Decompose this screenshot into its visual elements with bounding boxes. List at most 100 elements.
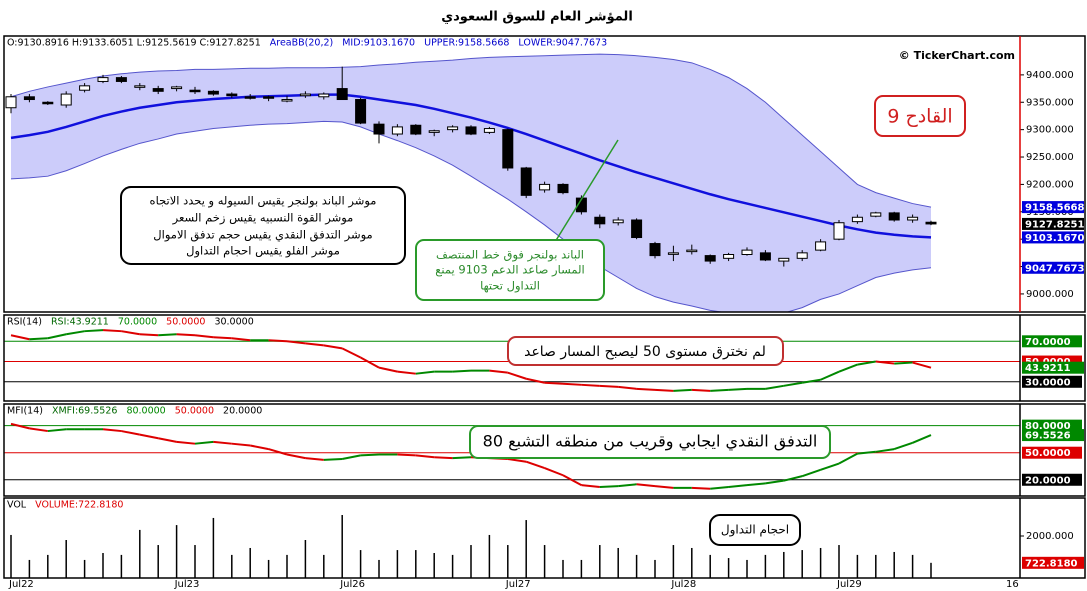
price-tag-label: 9103.1670 — [1025, 233, 1085, 244]
indicator-segment — [562, 474, 582, 487]
plot-area — [10, 515, 932, 578]
indicator-segment — [341, 347, 362, 359]
indicator-segment — [710, 485, 729, 490]
level-tag-label: 80.0000 — [1025, 421, 1071, 432]
indicator-segment — [286, 340, 306, 345]
indicator-segment — [581, 484, 600, 488]
candle-body — [704, 255, 716, 262]
indicator-segment — [452, 456, 472, 460]
level-tag-label: 30.0000 — [1025, 377, 1071, 388]
indicator-segment — [415, 454, 435, 459]
candle-body — [318, 93, 330, 98]
indicator-segment — [912, 434, 932, 444]
indicator-segment — [10, 334, 30, 341]
candle-body — [741, 249, 753, 256]
candle-body — [631, 219, 643, 239]
x-tick-label: Jul26 — [339, 579, 365, 590]
indicator-segment — [415, 370, 435, 375]
candle-body — [299, 93, 311, 97]
callout-text: موشر التدفق النقدي يقيس حجم تدفق الاموال — [153, 228, 372, 243]
indicator-segment — [507, 458, 527, 463]
indicator-segment — [139, 333, 159, 337]
legend-level: 70.0000 — [118, 317, 157, 328]
indicator-segment — [618, 483, 637, 488]
indicator-segment — [710, 388, 729, 392]
indicator-segment — [801, 468, 821, 478]
price-tag-label: 722.8180 — [1025, 558, 1078, 569]
legend-level: 30.0000 — [214, 317, 253, 328]
y-tick-label: 9200.000 — [1026, 179, 1074, 190]
indicator-segment — [673, 388, 692, 392]
indicator-segment — [802, 378, 821, 384]
level-tag — [1022, 446, 1082, 459]
callout-box — [415, 239, 605, 301]
candle-body — [134, 85, 146, 88]
indicator-segment — [599, 485, 619, 488]
indicator-segment — [29, 337, 48, 341]
candle-body — [465, 126, 477, 135]
indicator-segment — [599, 384, 619, 388]
legend-text: VOL — [7, 500, 27, 511]
legend-text: AreaBB(20,2) — [270, 38, 333, 49]
indicator-segment — [342, 454, 361, 461]
indicator-segment — [378, 366, 398, 373]
indicator-segment — [875, 448, 895, 453]
indicator-segment — [323, 458, 343, 461]
level-tag-label: 20.0000 — [1025, 475, 1071, 486]
candle-body — [815, 241, 827, 251]
indicator-segment — [783, 475, 803, 482]
indicator-segment — [286, 453, 306, 460]
indicator-segment — [434, 456, 453, 460]
level-tag — [1022, 375, 1082, 388]
panel-frame — [3, 403, 1086, 497]
indicator-segment — [525, 460, 545, 469]
candle-body — [171, 86, 183, 90]
indicator-segment — [158, 437, 177, 443]
indicator-segment — [231, 337, 251, 342]
legend-text: O:9130.8916 H:9133.6051 L:9125.5619 C:91… — [7, 38, 261, 49]
indicator-segment — [525, 377, 545, 384]
indicator-segment — [47, 333, 67, 340]
indicator-segment — [29, 427, 48, 433]
indicator-segment — [820, 462, 840, 471]
y-tick-label: 9350.000 — [1026, 97, 1074, 108]
candle-body — [23, 96, 35, 101]
indicator-segment — [636, 483, 656, 488]
callout-text: موشر الفلو يقيس احجام التداول — [186, 244, 340, 259]
legend-text: UPPER:9158.5668 — [424, 38, 509, 49]
indicator-segment — [746, 482, 766, 487]
candle-body — [796, 252, 808, 259]
indicator-segment — [213, 336, 232, 340]
callout-text: المسار صاعد الدعم 9103 يمنع — [435, 263, 584, 278]
indicator-segment — [397, 370, 416, 375]
indicator-segment — [857, 360, 876, 366]
indicator-segment — [176, 333, 196, 337]
candle-body — [649, 243, 661, 257]
price-tag — [1022, 231, 1084, 244]
candle-body — [483, 128, 495, 133]
indicator-segment — [360, 356, 380, 369]
indicator-segment — [305, 342, 324, 347]
indicator-segment — [323, 344, 343, 350]
x-tick-label: Jul29 — [836, 579, 862, 590]
price-tag-label: 43.9211 — [1025, 363, 1071, 374]
price-tag — [1022, 217, 1084, 230]
indicator-segment — [213, 440, 232, 445]
candle-body — [428, 130, 440, 133]
candle-body — [667, 252, 679, 255]
y-tick-label: 9000.000 — [1026, 289, 1074, 300]
indicator-segment — [728, 484, 748, 488]
indicator-segment — [783, 381, 803, 387]
level-tag — [1022, 335, 1082, 348]
candle-body — [870, 212, 882, 217]
callout-text: القادح 9 — [887, 106, 952, 128]
indicator-segment — [194, 440, 214, 445]
indicator-segment — [562, 382, 582, 386]
bollinger-mid-line — [10, 93, 932, 239]
callout-box — [874, 95, 966, 137]
bollinger-band-line — [10, 120, 932, 312]
price-tag — [1022, 429, 1084, 442]
indicator-segment — [305, 457, 324, 461]
candle-body — [207, 90, 219, 95]
candle-body — [410, 124, 422, 135]
